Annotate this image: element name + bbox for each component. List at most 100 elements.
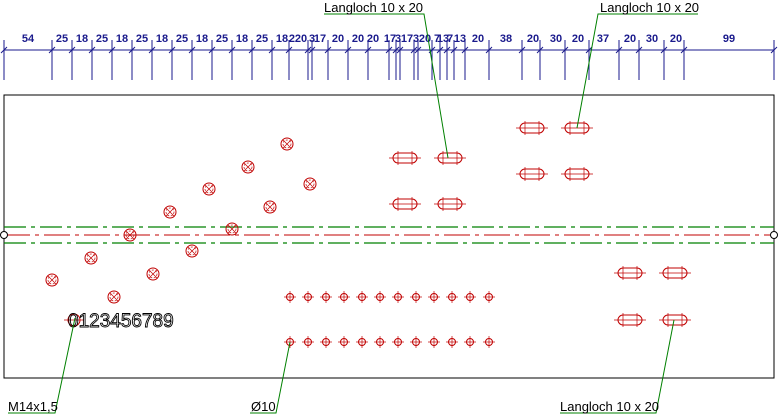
slot: [659, 313, 691, 327]
dimension-label: 17: [401, 33, 413, 45]
label-thread: M14x1,5: [8, 399, 58, 414]
dimension-label: 20: [572, 33, 584, 45]
dimension-tick-mark: [285, 46, 293, 54]
slot: [516, 167, 548, 181]
slots: [389, 121, 691, 327]
dimension-label: 25: [176, 33, 188, 45]
dimension-tick-mark: [680, 46, 688, 54]
small-hole: [410, 291, 422, 303]
label-hole: Ø10: [251, 399, 276, 414]
small-hole: [483, 291, 495, 303]
dimension-label: 3: [413, 33, 419, 45]
slot: [434, 197, 466, 211]
dimension-label: 18: [116, 33, 128, 45]
slot: [561, 121, 593, 135]
dimension-label: 20: [332, 33, 344, 45]
dimension-label: 18: [156, 33, 168, 45]
dimension-label: 20: [367, 33, 379, 45]
dimension-chain: 54 25 18 25 18 25 18 25 18 25 18 25 18 220 317 20 20 20 17…: [0, 33, 778, 80]
dimension-label: 3: [309, 33, 315, 45]
small-hole: [320, 336, 332, 348]
dimension-tick-mark: [364, 46, 372, 54]
leader-hole: [250, 341, 291, 414]
dimension-label: 99: [723, 33, 735, 45]
small-hole: [302, 291, 314, 303]
dimension-label: 54: [22, 33, 35, 45]
small-hole: [446, 336, 458, 348]
thread-hole: [146, 267, 160, 281]
dimension-tick-mark: [385, 46, 393, 54]
small-hole: [356, 336, 368, 348]
dimension-label: 30: [646, 33, 658, 45]
dimension-tick-mark: [635, 46, 643, 54]
thread-hole: [45, 273, 59, 287]
small-hole: [356, 291, 368, 303]
small-hole: [410, 336, 422, 348]
plate-outline: [3, 94, 775, 379]
dimension-tick-mark: [304, 46, 312, 54]
dimension-tick-mark: [536, 46, 544, 54]
dimension-tick-mark: [660, 46, 668, 54]
dimension-label: 18: [236, 33, 248, 45]
thread-hole: [280, 137, 294, 151]
dimension-tick-mark: [0, 46, 8, 54]
dimension-tick-mark: [308, 46, 316, 54]
dimension-tick-mark: [561, 46, 569, 54]
thread-holes: [45, 137, 317, 304]
dimension-tick-mark: [108, 46, 116, 54]
dimension-label: 37: [597, 33, 609, 45]
axis-end-marker-left: [0, 231, 8, 239]
small-hole: [464, 291, 476, 303]
dimension-tick-mark: [518, 46, 526, 54]
leaders: [8, 13, 698, 414]
label-slot-top-1: Langloch 10 x 20: [324, 0, 423, 15]
dimension-tick-mark: [68, 46, 76, 54]
small-hole: [446, 291, 458, 303]
dimension-tick-mark: [248, 46, 256, 54]
small-hole: [374, 336, 386, 348]
slot: [434, 151, 466, 165]
small-hole: [464, 336, 476, 348]
dimension-tick-mark: [324, 46, 332, 54]
dimension-tick-mark: [615, 46, 623, 54]
dimension-tick-mark: [188, 46, 196, 54]
dimension-tick-mark: [410, 46, 418, 54]
thread-hole: [202, 182, 216, 196]
dimension-tick-mark: [88, 46, 96, 54]
axis-end-marker-right: [770, 231, 778, 239]
thread-hole: [123, 228, 137, 242]
small-hole: [392, 336, 404, 348]
dimension-label: 25: [56, 33, 68, 45]
leader-slot-top-2: [576, 13, 698, 129]
dimension-label: 25: [96, 33, 108, 45]
dimension-label: 18: [76, 33, 88, 45]
thread-hole: [263, 200, 277, 214]
dimension-tick-mark: [770, 46, 778, 54]
small-hole: [374, 291, 386, 303]
dimension-label: 30: [550, 33, 562, 45]
thread-hole: [225, 222, 239, 236]
dimension-label: 18: [276, 33, 288, 45]
small-hole: [483, 336, 495, 348]
dimension-label: 20: [527, 33, 539, 45]
dimension-tick-mark: [148, 46, 156, 54]
slot: [389, 151, 421, 165]
dimension-label: 7: [447, 33, 453, 45]
slot: [561, 167, 593, 181]
small-hole: [428, 291, 440, 303]
dimension-tick-mark: [443, 46, 451, 54]
dimension-label: 20: [624, 33, 636, 45]
label-slot-bottom: Langloch 10 x 20: [560, 399, 659, 414]
dimension-label: 20: [670, 33, 682, 45]
small-holes: [284, 291, 495, 348]
dimension-tick-mark: [414, 46, 422, 54]
dimension-tick-mark: [392, 46, 400, 54]
thread-hole: [241, 160, 255, 174]
dimension-label: 20: [352, 33, 364, 45]
dimension-tick-mark: [485, 46, 493, 54]
engraving-text: 0123456789: [68, 311, 174, 332]
dimension-label: 3: [395, 33, 401, 45]
dimension-label: 220: [289, 33, 307, 45]
dimension-tick-mark: [228, 46, 236, 54]
